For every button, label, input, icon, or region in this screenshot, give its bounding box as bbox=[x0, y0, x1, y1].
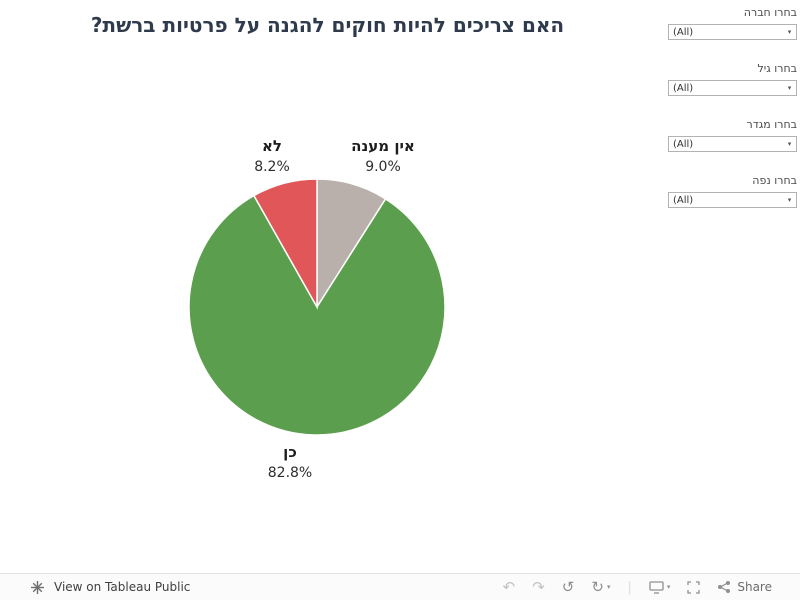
redo-icon[interactable]: ↷ bbox=[532, 577, 545, 596]
toolbar-actions: ↶ ↷ ↺ ↻ ▾ | ▾ bbox=[502, 577, 772, 596]
chevron-down-icon[interactable]: ▾ bbox=[787, 84, 792, 92]
slice-label-yes: כן 82.8% bbox=[240, 443, 340, 481]
chevron-down-icon[interactable]: ▾ bbox=[787, 196, 792, 204]
dropdown-value: (All) bbox=[673, 82, 694, 94]
view-on-tableau-label: View on Tableau Public bbox=[54, 580, 191, 594]
filter-group-gender: בחרו מגדר (All) ▾ bbox=[668, 118, 797, 152]
pie-chart[interactable] bbox=[187, 177, 447, 437]
filter-label: בחרו מגדר bbox=[746, 118, 797, 131]
filter-label: בחרו גיל bbox=[757, 62, 798, 75]
undo-icon[interactable]: ↶ bbox=[502, 577, 516, 596]
tableau-toolbar: View on Tableau Public ↶ ↷ ↺ ↻ ▾ | ▾ bbox=[0, 573, 800, 600]
toolbar-divider: | bbox=[627, 579, 632, 595]
pie-slice[interactable] bbox=[188, 194, 446, 436]
display-icon[interactable] bbox=[649, 580, 664, 594]
pie-slice[interactable] bbox=[252, 178, 318, 310]
filter-label: בחרו נפה bbox=[752, 174, 797, 187]
fullscreen-icon[interactable] bbox=[687, 580, 701, 594]
display-menu[interactable]: ▾ bbox=[649, 580, 671, 594]
chevron-down-icon[interactable]: ▾ bbox=[787, 28, 792, 36]
filter-group-district: בחרו נפה (All) ▾ bbox=[668, 174, 797, 208]
slice-percent: 82.8% bbox=[267, 465, 313, 481]
filter-label: בחרו חברה bbox=[743, 6, 797, 19]
chevron-down-icon[interactable]: ▾ bbox=[666, 583, 671, 591]
view-on-tableau-link[interactable]: View on Tableau Public bbox=[30, 580, 190, 595]
share-button[interactable]: Share bbox=[717, 580, 772, 594]
chevron-down-icon[interactable]: ▾ bbox=[606, 583, 611, 591]
refresh-menu[interactable]: ↻ ▾ bbox=[591, 577, 611, 596]
tableau-logo-icon[interactable] bbox=[30, 580, 45, 595]
slice-label-no: לא 8.2% bbox=[222, 137, 322, 175]
dropdown-value: (All) bbox=[673, 26, 694, 38]
share-label: Share bbox=[737, 580, 772, 594]
slice-percent: 9.0% bbox=[365, 159, 401, 175]
slice-percent: 8.2% bbox=[254, 159, 290, 175]
filter-dropdown-age[interactable]: (All) ▾ bbox=[668, 80, 797, 96]
slice-name: לא bbox=[262, 137, 282, 155]
filter-group-company: בחרו חברה (All) ▾ bbox=[668, 6, 797, 40]
share-icon[interactable] bbox=[717, 580, 731, 594]
filter-group-age: בחרו גיל (All) ▾ bbox=[668, 62, 797, 96]
dropdown-value: (All) bbox=[673, 138, 694, 150]
refresh-icon[interactable]: ↻ bbox=[591, 577, 604, 596]
slice-name: כן bbox=[283, 443, 297, 461]
replay-icon[interactable]: ↺ bbox=[561, 577, 575, 596]
slice-label-no-answer: אין מענה 9.0% bbox=[323, 137, 443, 175]
slice-name: אין מענה bbox=[351, 137, 415, 155]
filter-dropdown-district[interactable]: (All) ▾ bbox=[668, 192, 797, 208]
page-title: האם צריכים להיות חוקים להגנה על פרטיות ב… bbox=[90, 13, 565, 37]
filter-dropdown-company[interactable]: (All) ▾ bbox=[668, 24, 797, 40]
dropdown-value: (All) bbox=[673, 194, 694, 206]
pie-chart-svg[interactable] bbox=[187, 177, 447, 437]
filter-dropdown-gender[interactable]: (All) ▾ bbox=[668, 136, 797, 152]
chevron-down-icon[interactable]: ▾ bbox=[787, 140, 792, 148]
